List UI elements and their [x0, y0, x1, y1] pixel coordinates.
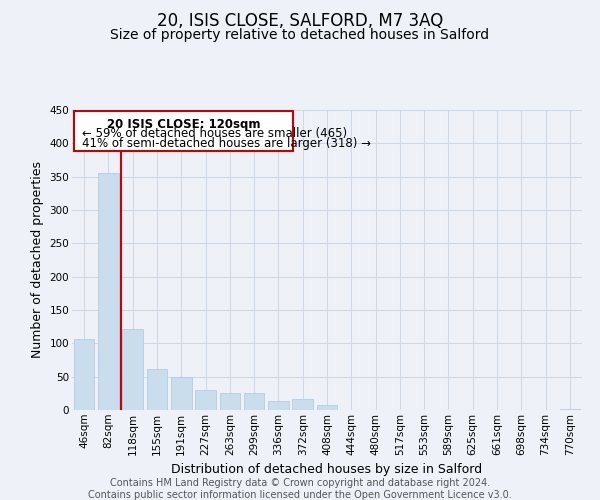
FancyBboxPatch shape [74, 112, 293, 152]
Bar [122, 328, 143, 410]
Bar [317, 404, 337, 410]
Bar [268, 402, 289, 410]
Bar [292, 398, 313, 410]
Bar [244, 394, 265, 410]
Text: 20, ISIS CLOSE, SALFORD, M7 3AQ: 20, ISIS CLOSE, SALFORD, M7 3AQ [157, 12, 443, 30]
Bar [146, 368, 167, 410]
Bar [98, 174, 119, 410]
Bar [195, 390, 216, 410]
Bar [171, 378, 191, 410]
X-axis label: Distribution of detached houses by size in Salford: Distribution of detached houses by size … [172, 463, 482, 476]
Y-axis label: Number of detached properties: Number of detached properties [31, 162, 44, 358]
Text: Contains public sector information licensed under the Open Government Licence v3: Contains public sector information licen… [88, 490, 512, 500]
Bar [74, 340, 94, 410]
Text: 20 ISIS CLOSE: 120sqm: 20 ISIS CLOSE: 120sqm [107, 118, 260, 131]
Bar [220, 392, 240, 410]
Text: ← 59% of detached houses are smaller (465): ← 59% of detached houses are smaller (46… [82, 128, 347, 140]
Text: Size of property relative to detached houses in Salford: Size of property relative to detached ho… [110, 28, 490, 42]
Bar [560, 408, 580, 410]
Text: 41% of semi-detached houses are larger (318) →: 41% of semi-detached houses are larger (… [82, 136, 371, 149]
Text: Contains HM Land Registry data © Crown copyright and database right 2024.: Contains HM Land Registry data © Crown c… [110, 478, 490, 488]
